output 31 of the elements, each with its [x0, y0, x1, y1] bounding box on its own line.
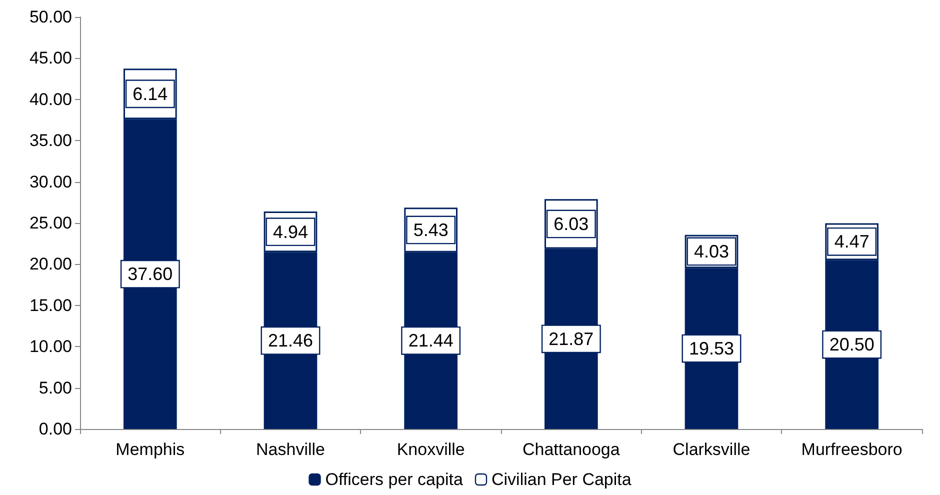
- data-label: 6.03: [554, 214, 589, 234]
- data-label: 19.53: [688, 338, 734, 359]
- legend-label: Civilian Per Capita: [492, 470, 632, 489]
- data-label: 20.50: [829, 334, 874, 355]
- x-tick-label: Memphis: [116, 440, 185, 459]
- y-tick-label: 0.00: [38, 420, 72, 438]
- y-tick-label: 30.00: [29, 172, 72, 192]
- y-tick-label: 35.00: [29, 131, 72, 150]
- y-tick-label: 20.00: [29, 254, 72, 274]
- data-label: 37.60: [128, 264, 173, 284]
- y-tick-label: 50.00: [29, 8, 72, 26]
- y-tick-label: 45.00: [29, 48, 72, 68]
- x-tick-label: Clarksville: [672, 440, 750, 459]
- x-tick-label: Murfreesboro: [801, 440, 902, 459]
- x-tick-label: Knoxville: [396, 440, 465, 459]
- data-label: 21.87: [548, 328, 594, 349]
- data-label: 4.03: [694, 241, 730, 262]
- x-tick-label: Chattanooga: [522, 440, 620, 459]
- y-tick-label: 5.00: [38, 378, 72, 398]
- x-tick-label: Nashville: [256, 440, 325, 459]
- legend-label: Officers per capita: [325, 470, 464, 489]
- data-label: 21.44: [408, 330, 454, 351]
- y-tick-label: 40.00: [29, 90, 72, 109]
- data-label: 5.43: [413, 220, 448, 240]
- data-label: 4.47: [834, 232, 870, 252]
- data-label: 4.94: [272, 222, 308, 242]
- y-tick-label: 15.00: [29, 296, 72, 315]
- y-tick-label: 25.00: [29, 214, 72, 232]
- data-label: 21.46: [268, 330, 314, 351]
- y-tick-label: 10.00: [29, 337, 72, 356]
- data-label: 6.14: [132, 84, 168, 104]
